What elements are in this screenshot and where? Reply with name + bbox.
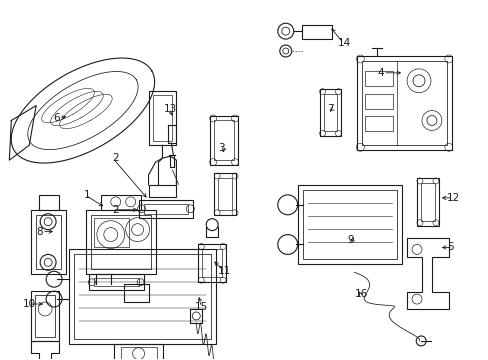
Bar: [302, 190, 396, 260]
Bar: [35, 295, 55, 337]
Bar: [101, 195, 141, 210]
Bar: [152, 95, 172, 141]
Text: 14: 14: [337, 38, 350, 48]
Bar: [94, 278, 138, 286]
Bar: [357, 56, 451, 150]
Bar: [39, 195, 59, 210]
Text: 11: 11: [218, 266, 231, 276]
Bar: [297, 185, 401, 264]
Bar: [210, 116, 238, 165]
Bar: [218, 178, 232, 210]
Text: 12: 12: [446, 193, 459, 203]
Bar: [123, 284, 148, 302]
Bar: [365, 94, 392, 109]
Text: 4: 4: [376, 68, 383, 78]
Bar: [365, 117, 392, 131]
Bar: [148, 185, 176, 197]
Bar: [121, 347, 156, 360]
Bar: [69, 249, 216, 344]
Text: 7: 7: [327, 104, 333, 113]
Bar: [319, 89, 341, 136]
Bar: [214, 121, 234, 160]
Bar: [301, 25, 331, 39]
Text: 16: 16: [354, 289, 367, 299]
Bar: [36, 215, 61, 269]
Text: 9: 9: [346, 234, 353, 244]
Bar: [94, 218, 128, 247]
Text: 2: 2: [112, 153, 119, 163]
Bar: [362, 61, 446, 145]
Text: 5: 5: [446, 243, 452, 252]
Bar: [138, 200, 193, 218]
Bar: [365, 71, 392, 86]
Bar: [323, 94, 337, 131]
Bar: [91, 215, 150, 269]
Bar: [420, 183, 434, 221]
Bar: [416, 178, 438, 226]
Bar: [143, 204, 188, 214]
Bar: [148, 91, 176, 145]
Text: 15: 15: [195, 302, 208, 312]
Bar: [202, 249, 222, 277]
Bar: [89, 274, 143, 290]
Text: 3: 3: [218, 143, 224, 153]
Bar: [74, 255, 211, 339]
Bar: [31, 210, 66, 274]
Text: 10: 10: [23, 299, 36, 309]
Text: 2: 2: [112, 205, 119, 215]
Text: 8: 8: [36, 226, 43, 237]
Bar: [86, 210, 155, 274]
Text: 13: 13: [163, 104, 176, 113]
Bar: [214, 173, 236, 215]
Bar: [198, 244, 225, 282]
Bar: [114, 344, 163, 360]
Text: 6: 6: [53, 113, 60, 123]
Bar: [31, 291, 59, 341]
Text: 1: 1: [84, 190, 91, 200]
